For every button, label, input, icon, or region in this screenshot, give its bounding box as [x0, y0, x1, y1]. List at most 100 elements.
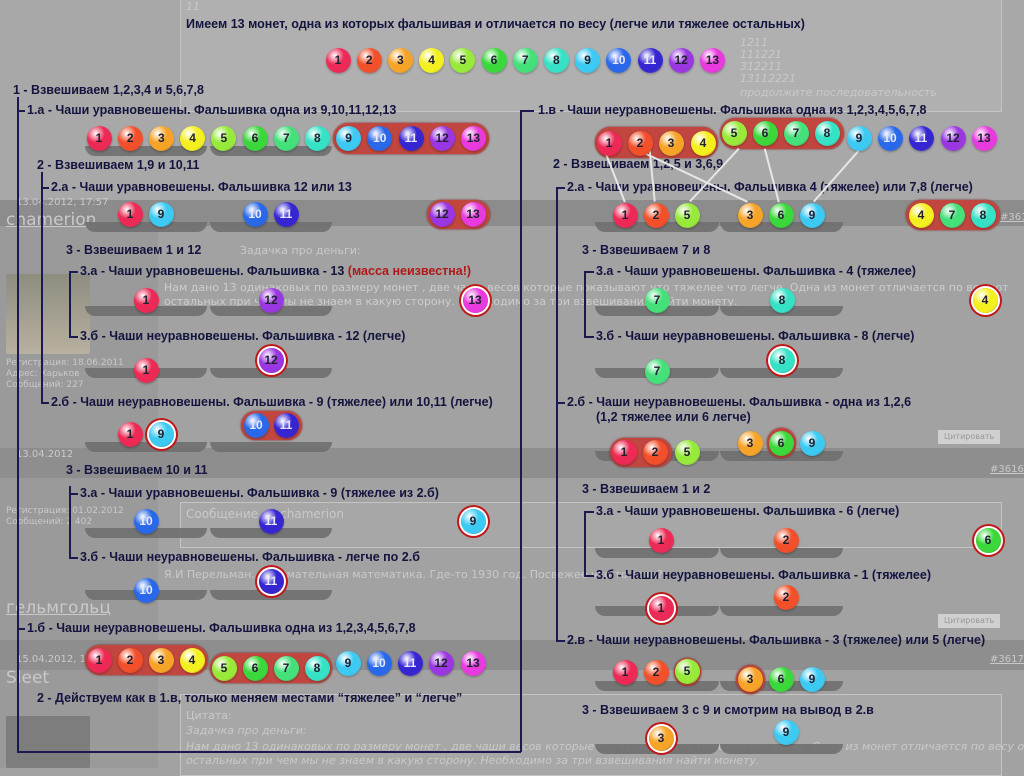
- user-registration: Регистрация: 01.02.2012: [6, 506, 124, 516]
- tree-connector: [69, 493, 78, 495]
- coin: 12: [668, 47, 694, 73]
- tree-connector: [556, 187, 558, 640]
- coin: 10: [877, 125, 903, 151]
- coin: 6: [768, 666, 794, 692]
- branch-label: 2.в - Чаши неуравновешены. Фальшивка - 3…: [567, 633, 986, 647]
- tree-connector: [584, 271, 586, 337]
- post-number-link[interactable]: #3616: [990, 464, 1024, 475]
- tree-connector: [41, 402, 49, 404]
- tree-connector: [556, 187, 565, 189]
- coin: 2: [773, 584, 799, 610]
- coin: 9: [799, 202, 825, 228]
- branch-label: 3.б - Чаши неуравновешены. Фальшивка - л…: [80, 550, 420, 564]
- scale-pan: [720, 368, 843, 378]
- tree-connector: [556, 402, 565, 404]
- sequence-line: 1211: [740, 36, 768, 49]
- coin: 2: [627, 130, 653, 156]
- tree-connector: [556, 640, 565, 642]
- scale-pan: [85, 146, 207, 156]
- post-username[interactable]: Sleet: [6, 668, 50, 688]
- coin: 10: [367, 125, 393, 151]
- sequence-line: 312211: [740, 60, 782, 73]
- coin: 12: [940, 125, 966, 151]
- user-avatar: [6, 716, 90, 768]
- branch-label: 3.б - Чаши неуравновешены. Фальшивка - 1…: [80, 329, 406, 343]
- tree-connector: [69, 271, 71, 337]
- sequence-prompt: продолжите последовательность: [740, 86, 937, 99]
- step-label: 2 - Действуем как в 1.в, только меняем м…: [37, 691, 463, 705]
- post-text: Нам дано 13 одинаковых по размеру монет …: [164, 281, 1009, 294]
- coin: 13: [460, 201, 486, 227]
- coin: 1: [325, 47, 351, 73]
- tree-connector: [69, 557, 78, 559]
- branch-label: 1.в - Чаши неуравновешены. Фальшивка одн…: [538, 103, 927, 117]
- coin: 11: [637, 47, 663, 73]
- coin: 6: [242, 125, 268, 151]
- branch-label: 3.а - Чаши уравновешены. Фальшивка - 9 (…: [80, 486, 439, 500]
- branch-label: 2.а - Чаши уравновешены. Фальшивка 4 (тя…: [567, 180, 973, 194]
- coin: 1: [86, 647, 112, 673]
- coin: 11: [273, 201, 299, 227]
- coin: 3: [658, 130, 684, 156]
- sequence-line: 11: [186, 0, 200, 13]
- step-label: 3 - Взвешиваем 1 и 2: [582, 482, 711, 496]
- quote-text: остальных при чем мы не знаем в какую ст…: [186, 754, 760, 767]
- branch-label-cont: (1,2 тяжелее или 6 легче): [596, 410, 751, 424]
- coin: 8: [970, 202, 996, 228]
- post-separator: [0, 448, 1024, 478]
- post-username[interactable]: chamerion: [6, 210, 97, 230]
- diagram-title: Имеем 13 монет, одна из которых фальшива…: [186, 17, 805, 31]
- branch-text: 3.а - Чаши уравновешены. Фальшивка - 13: [80, 264, 345, 278]
- coin: 6: [242, 655, 268, 681]
- coin: 1: [648, 527, 674, 553]
- coin: 4: [690, 130, 716, 156]
- coin: 3: [148, 125, 174, 151]
- sequence-line: 13112221: [740, 72, 796, 85]
- post-number-link[interactable]: #3617: [990, 654, 1024, 665]
- coin: 7: [273, 655, 299, 681]
- coin: 1: [117, 201, 143, 227]
- counterfeit-coin: 12: [258, 347, 284, 373]
- scale-pan: [85, 442, 207, 452]
- counterfeit-coin: 6: [975, 527, 1001, 553]
- coin: 6: [481, 47, 507, 73]
- coin: 9: [799, 430, 825, 456]
- post-number-link[interactable]: #3615: [1000, 212, 1024, 223]
- quote-button[interactable]: Цитировать: [938, 430, 1001, 444]
- coin: 11: [908, 125, 934, 151]
- coin: 2: [643, 202, 669, 228]
- coin: 9: [846, 125, 872, 151]
- tree-connector: [69, 336, 78, 338]
- coin: 2: [117, 125, 143, 151]
- coin: 4: [419, 47, 445, 73]
- coin: 9: [335, 650, 361, 676]
- branch-label: 3.а - Чаши уравновешены. Фальшивка - 13 …: [80, 264, 471, 279]
- coin: 1: [86, 125, 112, 151]
- coin: 3: [148, 647, 174, 673]
- branch-label: 2.б - Чаши неуравновешены. Фальшивка - о…: [567, 395, 912, 409]
- counterfeit-coin: 1: [648, 595, 674, 621]
- branch-label: 1.а - Чаши уравновешены. Фальшивка одна …: [27, 103, 397, 117]
- coin: 10: [133, 508, 159, 534]
- branch-label: 3.а - Чаши уравновешены. Фальшивка - 4 (…: [596, 264, 916, 278]
- coin: 1: [117, 421, 143, 447]
- user-registration: Регистрация: 18.06.2011: [6, 358, 124, 368]
- coin: 12: [429, 125, 455, 151]
- scale-pan: [720, 548, 843, 558]
- coin: 3: [737, 666, 763, 692]
- coin: 1: [612, 202, 638, 228]
- scale-pan: [210, 368, 332, 378]
- quote-button[interactable]: Цитировать: [938, 614, 1001, 628]
- post-username[interactable]: гельмгольц: [6, 598, 111, 618]
- post-date: 13.04.2012: [16, 449, 74, 460]
- coin: 5: [674, 658, 700, 684]
- coin: 12: [258, 287, 284, 313]
- branch-label: 1.б - Чаши неуравновешены. Фальшивка одн…: [27, 621, 416, 635]
- coin: 4: [179, 647, 205, 673]
- quote-label: Цитата:: [186, 709, 232, 722]
- branch-label: 3.а - Чаши уравновешены. Фальшивка - 6 (…: [596, 504, 900, 518]
- step-label: 3 - Взвешиваем 7 и 8: [582, 243, 711, 257]
- coin: 3: [737, 202, 763, 228]
- coin: 13: [971, 125, 997, 151]
- coin: 11: [397, 650, 423, 676]
